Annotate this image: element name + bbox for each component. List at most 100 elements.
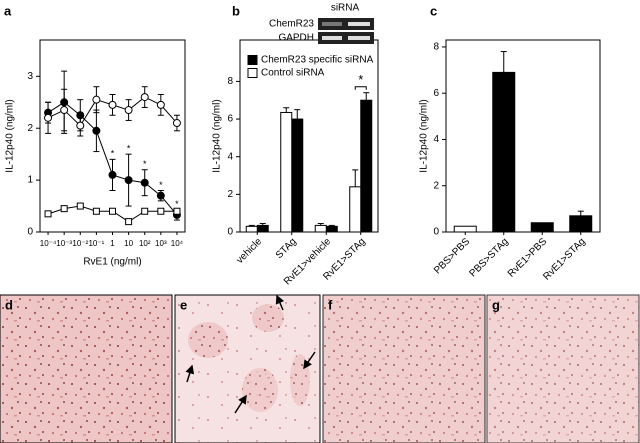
arrow (234, 394, 247, 414)
arrow (185, 364, 195, 383)
bar (492, 71, 516, 233)
bar (530, 222, 554, 233)
x-tick-label: 10² (139, 239, 151, 248)
y-tick-label: 4 (227, 151, 233, 162)
y-tick-label: 8 (433, 42, 439, 53)
point (76, 202, 84, 210)
point (44, 113, 53, 122)
micrograph (322, 294, 486, 443)
y-tick-label: 2 (433, 180, 439, 191)
x-tick-label: STAg (274, 236, 299, 261)
bar (360, 99, 373, 233)
bar (349, 186, 362, 233)
point (108, 170, 117, 179)
y-tick-label: 1 (27, 175, 33, 186)
panel-label: g (492, 297, 500, 312)
point (76, 121, 85, 130)
significance: * (111, 149, 115, 159)
micrograph (486, 294, 640, 443)
bar (325, 225, 338, 233)
significance: * (143, 159, 147, 169)
granuloma (290, 354, 310, 406)
panel-label: c (430, 3, 437, 18)
point (60, 205, 68, 213)
point (173, 207, 181, 215)
point (141, 207, 149, 215)
x-tick-label: 10³ (155, 239, 167, 248)
x-tick-label: 10⁻⁴ (40, 239, 57, 248)
point (140, 178, 149, 187)
gel-band (322, 22, 342, 26)
legend-label: Control siRNA (261, 68, 325, 79)
x-tick-label: 10⁻¹ (88, 239, 104, 248)
point (109, 207, 116, 215)
y-tick-label: 0 (227, 227, 233, 238)
point (125, 218, 133, 226)
point (157, 207, 165, 215)
point (44, 210, 52, 218)
gel-band (322, 36, 342, 40)
x-tick-label: PBS>PBS (432, 236, 472, 276)
point (108, 100, 117, 109)
granuloma (242, 368, 278, 412)
panel-label: f (328, 297, 333, 312)
micrograph (0, 294, 173, 443)
x-tick-label: vehicle (234, 236, 264, 266)
panel-label: e (180, 297, 187, 312)
x-tick-label: 10⁴ (171, 239, 184, 248)
significance: * (127, 144, 131, 154)
gel-band (348, 22, 370, 26)
x-tick-label: 10⁻³ (56, 239, 72, 248)
y-axis-label: IL-12p40 (ng/ml) (5, 99, 16, 172)
bar (280, 111, 293, 233)
panel-label: d (5, 297, 13, 312)
point (60, 106, 69, 115)
point (92, 126, 101, 135)
y-tick-label: 2 (227, 189, 233, 200)
bar (256, 224, 269, 233)
x-tick-label: 10 (124, 239, 133, 248)
point (172, 119, 181, 128)
x-axis-label: RvE1 (ng/ml) (83, 257, 141, 268)
point (124, 106, 133, 115)
legend-label: ChemR23 specific siRNA (261, 55, 374, 66)
y-axis-label: IL-12p40 (ng/ml) (212, 99, 223, 172)
point (156, 191, 165, 200)
bar (453, 225, 477, 233)
significance-bracket (354, 86, 367, 90)
x-tick-label: 10⁻² (72, 239, 88, 248)
point (140, 93, 149, 102)
point (156, 100, 165, 109)
point (92, 207, 100, 215)
y-tick-label: 0 (433, 227, 439, 238)
y-tick-label: 2 (27, 123, 33, 134)
inset-title: siRNA (331, 3, 360, 14)
inset-row-label: ChemR23 (269, 19, 314, 30)
y-tick-label: 8 (227, 76, 233, 87)
y-tick-label: 4 (433, 134, 439, 145)
y-tick-label: 3 (27, 71, 33, 82)
gel-band (348, 36, 370, 40)
y-tick-label: 6 (433, 88, 439, 99)
panel-label: b (232, 3, 240, 18)
point (124, 176, 133, 185)
significance: * (358, 72, 363, 87)
granuloma (252, 304, 284, 332)
gel-lane (318, 18, 374, 30)
plot-frame (39, 39, 186, 233)
plot-frame (239, 39, 379, 233)
y-axis-label: IL-12p40 (ng/ml) (419, 99, 430, 172)
granuloma (188, 322, 228, 358)
bar (569, 215, 593, 233)
panel-label: a (4, 3, 12, 18)
gel-lane (318, 32, 374, 44)
y-tick-label: 6 (227, 114, 233, 125)
y-tick-label: 0 (27, 227, 33, 238)
bar (245, 225, 258, 233)
arrow (275, 294, 285, 311)
x-tick-label: 1 (110, 239, 115, 248)
point (92, 95, 101, 104)
bar (291, 118, 304, 233)
significance: * (175, 199, 179, 209)
